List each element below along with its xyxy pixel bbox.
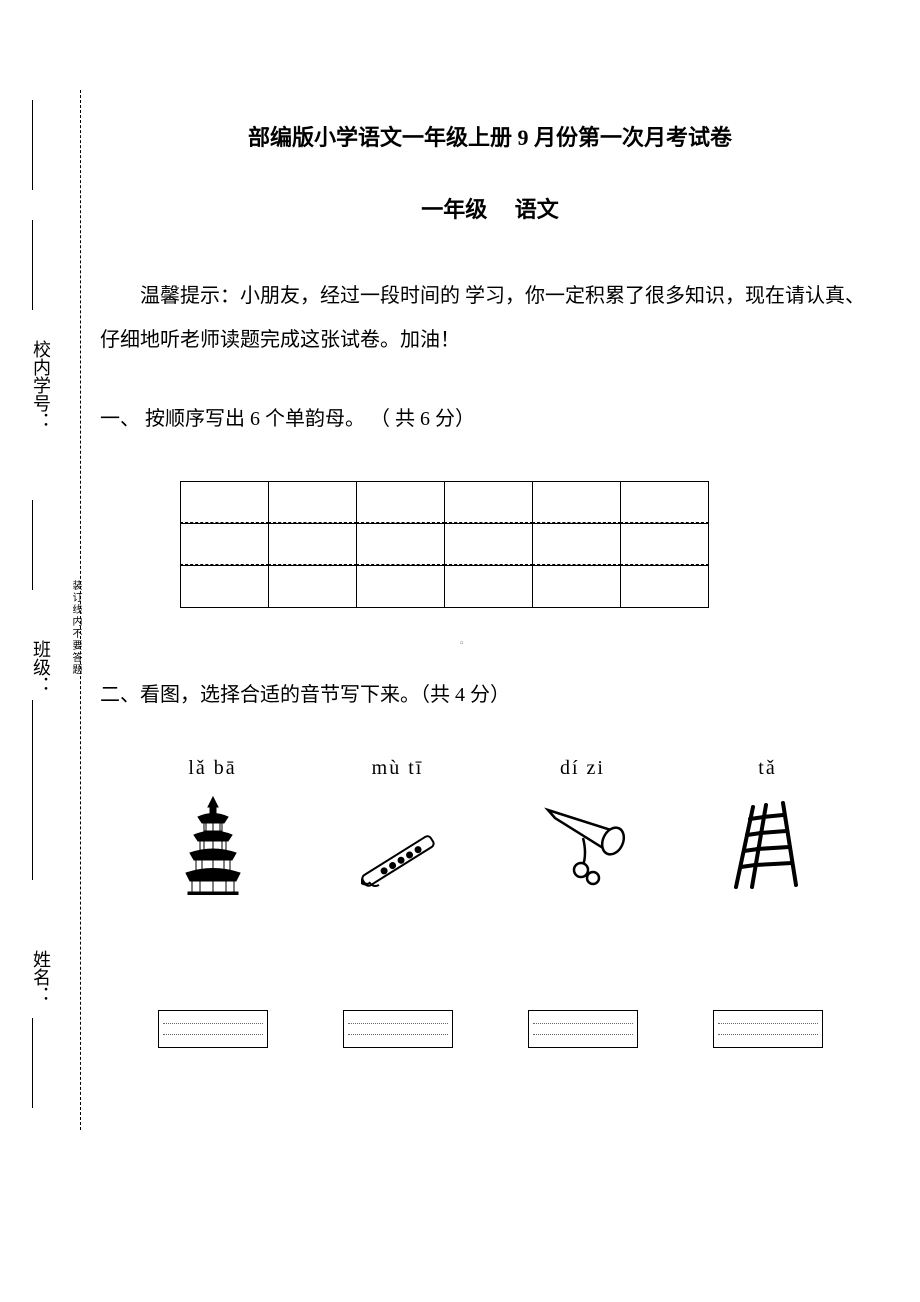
q2-answer-row: [100, 1010, 880, 1048]
q1-answer-grid: [180, 481, 709, 608]
subtitle-subject: 语文: [515, 197, 559, 222]
q2-pinyin-row: lǎ bā: [100, 757, 880, 900]
document-title: 部编版小学语文一年级上册 9 月份第一次月考试卷: [100, 120, 880, 152]
answer-box[interactable]: [528, 1010, 638, 1048]
sidebar-blank-line: [32, 500, 33, 590]
sidebar-blank-line: [32, 1018, 33, 1108]
tip-text: 温馨提示：小朋友，经过一段时间的 学习，你一定积累了很多知识，现在请认真、仔细地…: [100, 274, 880, 362]
sidebar-name-label: 姓名：: [28, 950, 54, 1004]
sidebar-class-label: 班级：: [28, 640, 54, 694]
main-content: 部编版小学语文一年级上册 9 月份第一次月考试卷 一年级 语文 温馨提示：小朋友…: [100, 120, 880, 1048]
sidebar-blank-line: [32, 220, 33, 310]
q2-header: 二、看图，选择合适的音节写下来。（共 4 分）: [100, 678, 880, 707]
q2-item: mù tī: [323, 757, 473, 900]
answer-box[interactable]: [158, 1010, 268, 1048]
binding-dashed-line: [80, 90, 81, 1130]
horn-icon: [508, 790, 658, 900]
sidebar-blank-line: [32, 790, 33, 880]
q2-pinyin: lǎ bā: [138, 757, 288, 780]
dot-marker: ▫: [460, 638, 464, 649]
q1-header: 一、 按顺序写出 6 个单韵母。 （ 共 6 分）: [100, 402, 880, 431]
q2-item: lǎ bā: [138, 757, 288, 900]
q2-item: dí zi: [508, 757, 658, 900]
q2-item: tǎ: [693, 757, 843, 900]
flute-icon: [323, 790, 473, 900]
q2-pinyin: mù tī: [323, 757, 473, 780]
sidebar-blank-line: [32, 700, 33, 790]
answer-box[interactable]: [343, 1010, 453, 1048]
pagoda-icon: [138, 790, 288, 900]
q2-pinyin: tǎ: [693, 757, 843, 780]
sidebar-student-id-label: 校内学号：: [28, 340, 54, 430]
subtitle-grade: 一年级: [421, 197, 487, 222]
answer-box[interactable]: [713, 1010, 823, 1048]
sidebar-blank-line: [32, 100, 33, 190]
q2-pinyin: dí zi: [508, 757, 658, 780]
document-subtitle: 一年级 语文: [100, 192, 880, 224]
ladder-icon: [693, 790, 843, 900]
